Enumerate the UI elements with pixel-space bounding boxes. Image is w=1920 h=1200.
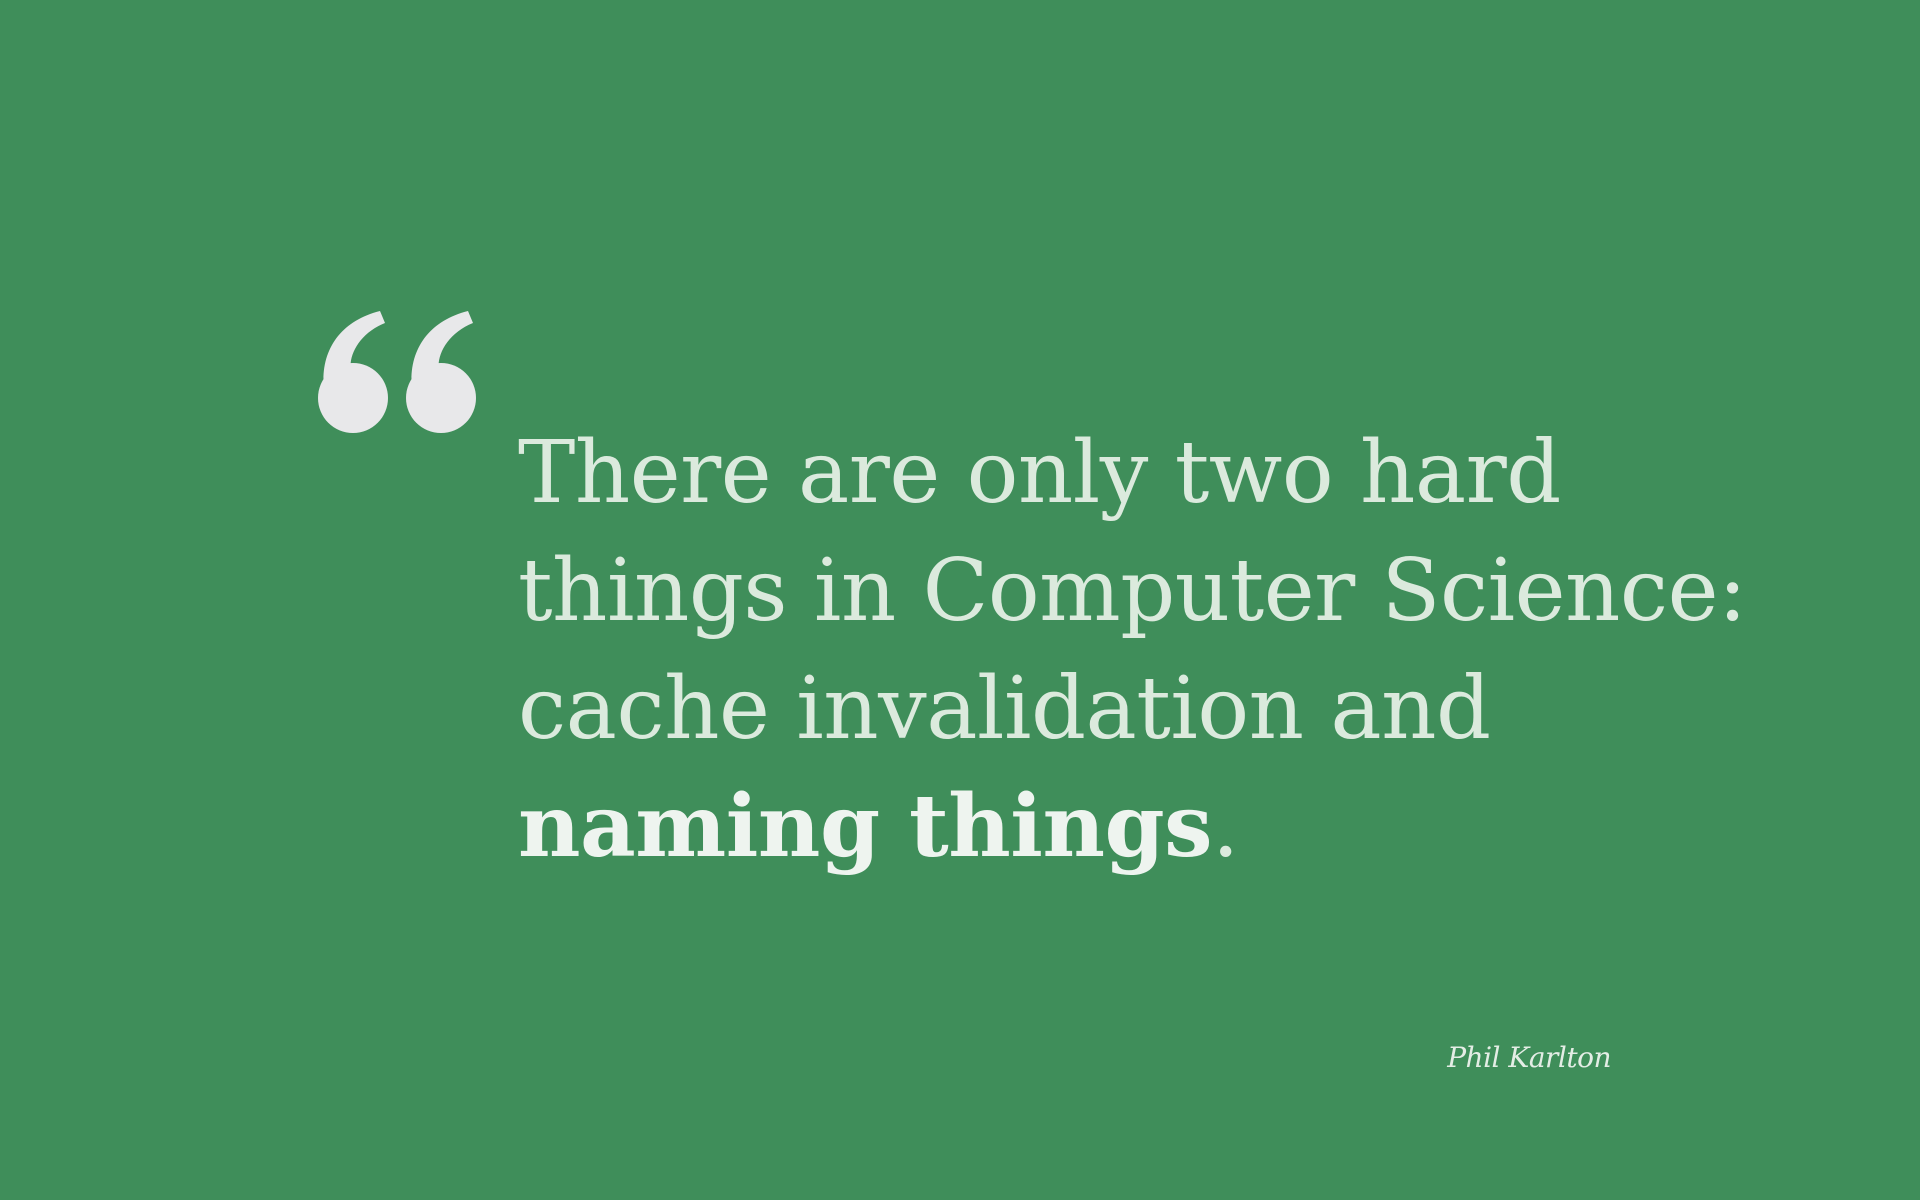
quote-line: cache invalidation and [518, 659, 1491, 759]
quote-line: There are only two hard [518, 423, 1561, 523]
quote-end-punctuation: . [1212, 777, 1239, 877]
opening-quote-icon [318, 311, 478, 437]
quote-line: things in Computer Science: [518, 541, 1747, 641]
quote-emphasis: naming things [518, 776, 1213, 877]
quote-author: Phil Karlton [1447, 1041, 1611, 1074]
quote-text: There are only two hard things in Comput… [518, 414, 1747, 886]
quote-emphasis-line: naming things. [518, 768, 1698, 886]
